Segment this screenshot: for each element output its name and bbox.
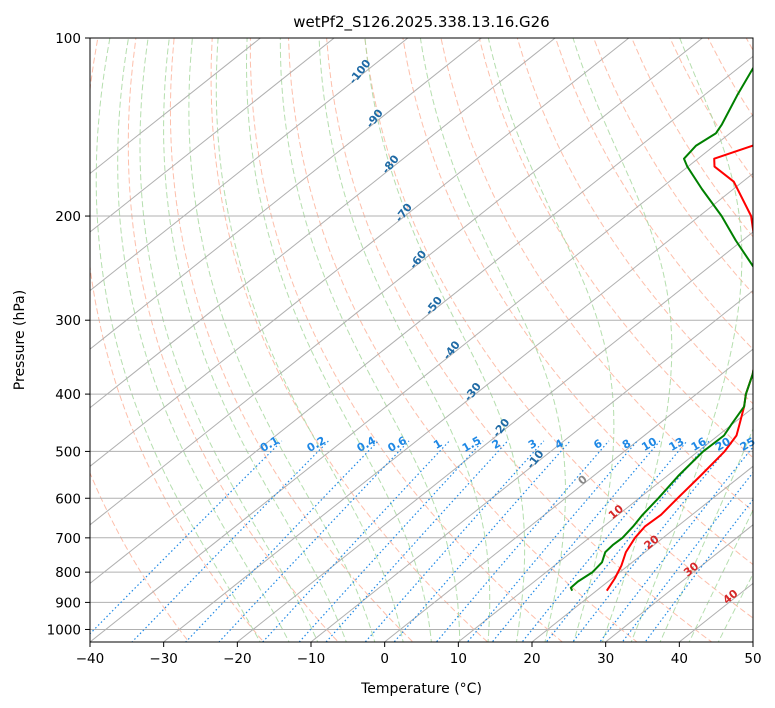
series-line-dewpoint: [569, 66, 753, 592]
x-tick-label: 10: [450, 651, 467, 667]
dry-adiabat-line: [593, 38, 753, 295]
dry-adiabat-line: [90, 38, 265, 642]
isotherm-line: [90, 38, 335, 233]
dry-adiabat-line: [402, 38, 753, 566]
mixing-ratio-line: [545, 440, 710, 642]
x-axis-title: Temperature (°C): [360, 681, 482, 697]
plot-background: [90, 38, 753, 642]
moist-adiabat-line: [487, 38, 615, 642]
mixing-ratio-line: [466, 440, 638, 642]
y-tick-label: 900: [55, 595, 81, 611]
x-axis: −40 −30 −20 −10 0 10 20 30 40 50: [76, 642, 762, 667]
dry-adiabat-line: [440, 38, 753, 512]
moist-adiabat-line: [688, 509, 753, 642]
y-tick-label: 200: [55, 209, 81, 225]
dry-adiabat-line: [364, 38, 753, 619]
isotherm-line: [90, 55, 753, 585]
x-tick-label: −30: [149, 651, 178, 667]
isotherm-line: [604, 524, 753, 642]
y-tick-label: 400: [55, 387, 81, 403]
moist-adiabat-line: [659, 427, 753, 642]
mixing-ratio-line: [184, 440, 379, 642]
mixing-ratio-line: [491, 440, 661, 642]
isotherm-line: [90, 38, 704, 526]
y-tick-label: 700: [55, 531, 81, 547]
y-tick-label: 500: [55, 444, 81, 460]
mixing-ratio-line: [621, 471, 753, 642]
isotherm-line: [383, 348, 753, 642]
isotherm-line: [90, 114, 753, 642]
isotherm-line: [90, 38, 483, 350]
isotherm-line: [236, 231, 753, 642]
moist-adiabat-line: [188, 38, 376, 642]
isotherm-line: [90, 38, 630, 467]
x-tick-label: 50: [744, 651, 761, 667]
isotherm-line: [90, 38, 556, 409]
mixing-ratio-line: [435, 440, 610, 642]
x-tick-label: 40: [671, 651, 688, 667]
moist-adiabat-line: [717, 572, 753, 642]
dry-adiabat-line: [127, 38, 339, 642]
y-axis: 1000 900 800 700 600 500 400 300 200 100: [47, 31, 90, 638]
x-tick-label: 30: [597, 651, 614, 667]
isotherm-line: [162, 172, 753, 642]
dry-adiabat-line: [516, 38, 753, 405]
y-tick-label: 600: [55, 491, 81, 507]
x-tick-label: −10: [297, 651, 326, 667]
chart-title: wetPf2_S126.2025.338.13.16.G26: [293, 13, 549, 32]
x-tick-label: 0: [380, 651, 389, 667]
dry-adiabat-line: [249, 38, 564, 642]
isotherm-line: [531, 465, 753, 642]
x-tick-label: −40: [76, 651, 105, 667]
isotherm-line: [90, 38, 409, 292]
y-tick-label: 100: [55, 31, 81, 47]
mixing-ratio-line: [572, 440, 734, 642]
mixing-ratio-line: [521, 440, 688, 642]
isotherm-line: [90, 38, 262, 175]
dry-adiabat-line: [169, 38, 414, 642]
moist-adiabat-line: [279, 38, 461, 642]
mixing-ratio-line: [364, 440, 545, 642]
x-tick-label: −20: [223, 651, 252, 667]
moist-adiabat-line: [117, 38, 290, 642]
mixing-ratio-line: [298, 440, 484, 642]
isotherm-line: [457, 407, 753, 642]
dry-adiabat-line: [326, 38, 713, 642]
y-tick-label: 300: [55, 313, 81, 329]
dry-adiabat-line: [287, 38, 638, 642]
moist-adiabat-line: [95, 38, 261, 642]
isotherm-line: [310, 289, 753, 642]
mixing-ratio-line: [218, 440, 410, 642]
mixing-ratio-line: [393, 440, 571, 642]
dry-adiabat-line: [478, 38, 753, 459]
x-tick-label: 20: [523, 651, 540, 667]
y-tick-label: 1000: [47, 622, 81, 638]
y-tick-label: 800: [55, 565, 81, 581]
y-axis-title: Pressure (hPa): [12, 290, 28, 390]
plot-frame: [89, 37, 754, 643]
